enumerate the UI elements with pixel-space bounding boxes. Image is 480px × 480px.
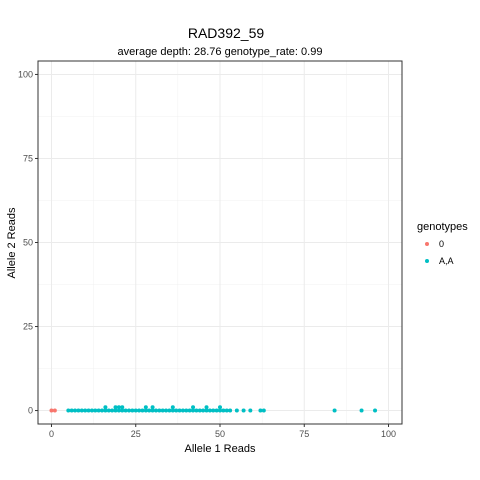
data-point [221, 408, 226, 413]
x-tick-label: 25 [131, 429, 141, 439]
data-point [150, 405, 155, 410]
legend-key [425, 259, 429, 263]
data-point [120, 408, 125, 413]
y-tick-label: 25 [23, 322, 33, 332]
data-point [191, 408, 196, 413]
data-point [120, 405, 125, 410]
data-point [373, 408, 378, 413]
data-point [248, 408, 253, 413]
data-point [96, 408, 101, 413]
legend-label: A,A [439, 256, 454, 266]
y-tick-label: 50 [23, 238, 33, 248]
data-point [116, 405, 121, 410]
data-point [332, 408, 337, 413]
data-point [211, 408, 216, 413]
legend-label: 0 [439, 239, 444, 249]
data-point [127, 408, 131, 413]
data-point [258, 408, 263, 413]
data-points [49, 405, 378, 413]
data-point [143, 408, 148, 413]
legend-title: genotypes [417, 221, 468, 233]
data-point [123, 408, 128, 413]
data-point [86, 408, 91, 413]
data-point [69, 408, 74, 413]
data-point [150, 408, 155, 413]
data-point [164, 408, 169, 413]
data-point [106, 408, 111, 413]
data-point [218, 405, 222, 410]
data-point [204, 408, 209, 413]
axis-ticks: 0 25 50 75 100 0 25 50 75 100 [18, 69, 396, 439]
x-tick-label: 50 [215, 429, 225, 439]
data-point [167, 408, 172, 413]
legend: genotypes 0 A,A [417, 221, 468, 266]
data-point [234, 408, 239, 413]
legend-key [425, 242, 429, 246]
data-point [137, 408, 142, 413]
data-point [52, 408, 57, 413]
data-point [194, 408, 199, 413]
data-point [187, 408, 192, 413]
data-point [147, 408, 152, 413]
y-tick-label: 0 [28, 406, 33, 416]
data-point [103, 405, 108, 410]
data-point [170, 408, 175, 413]
data-point [103, 408, 108, 413]
data-point [214, 408, 219, 413]
data-point [359, 408, 364, 413]
data-point [133, 408, 138, 413]
data-point [79, 408, 84, 413]
y-tick-label: 100 [18, 69, 33, 79]
data-point [261, 408, 266, 413]
data-point [113, 408, 118, 413]
chart-subtitle: average depth: 28.76 genotype_rate: 0.99 [118, 46, 323, 58]
data-point [116, 408, 121, 413]
data-point [241, 408, 246, 413]
data-point [130, 408, 135, 413]
data-point [49, 408, 54, 413]
data-point [83, 408, 88, 413]
data-point [177, 408, 182, 413]
x-axis-title: Allele 1 Reads [185, 443, 256, 455]
data-point [224, 408, 229, 413]
data-point [170, 405, 175, 410]
data-point [153, 408, 158, 413]
data-point [100, 408, 105, 413]
data-point [113, 405, 118, 410]
x-tick-label: 100 [381, 429, 396, 439]
data-point [89, 408, 94, 413]
x-tick-label: 75 [299, 429, 309, 439]
chart-title: RAD392_59 [188, 25, 264, 41]
data-point [110, 408, 115, 413]
y-axis-title: Allele 2 Reads [6, 207, 18, 278]
data-point [73, 408, 78, 413]
data-point [201, 408, 206, 413]
data-point [160, 408, 165, 413]
data-point [76, 408, 81, 413]
data-point [228, 408, 233, 413]
y-tick-label: 75 [23, 153, 33, 163]
data-point [180, 408, 185, 413]
data-point [93, 408, 98, 413]
data-point [143, 405, 148, 410]
data-point [197, 408, 202, 413]
legend-items: 0 A,A [425, 239, 454, 266]
data-point [140, 408, 145, 413]
data-point [157, 408, 162, 413]
data-point [191, 405, 196, 410]
x-tick-label: 0 [49, 429, 54, 439]
data-point [204, 405, 209, 410]
data-point [66, 408, 71, 413]
data-point [174, 408, 179, 413]
data-point [207, 408, 212, 413]
data-point [184, 408, 189, 413]
data-point [218, 408, 222, 413]
